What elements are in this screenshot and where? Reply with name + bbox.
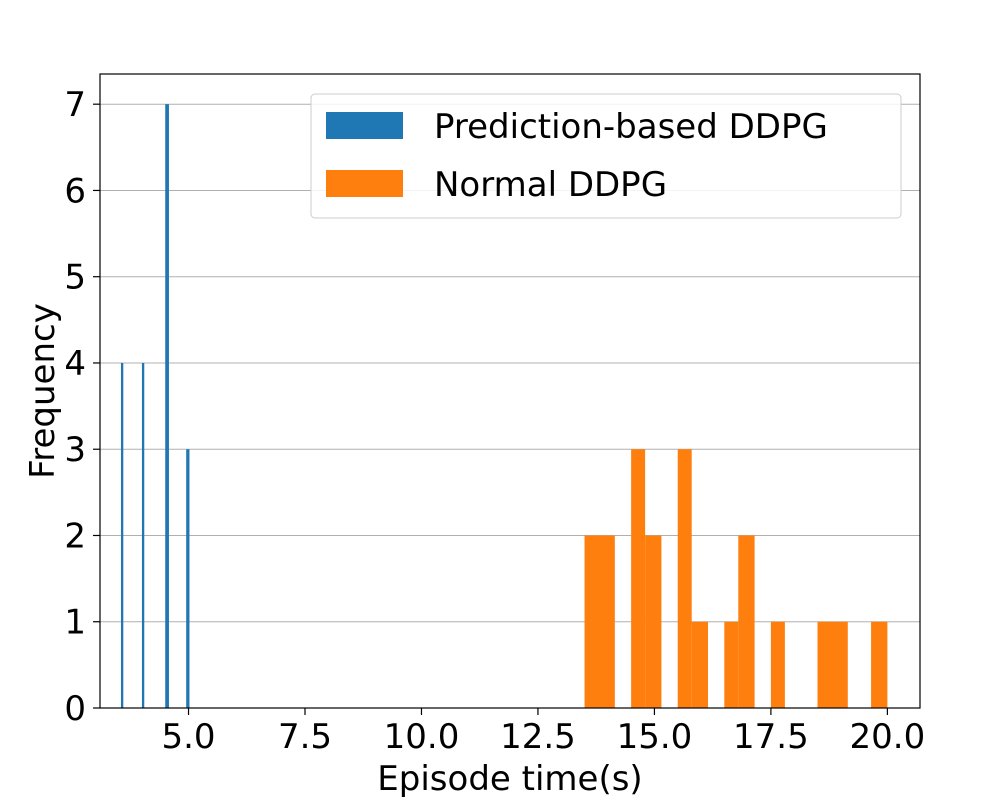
x-tick-label-6: 20.0 bbox=[850, 717, 926, 757]
bar-series1-4 bbox=[691, 621, 709, 708]
bar-series0-3 bbox=[186, 449, 190, 708]
legend-swatch-prediction-based-ddpg bbox=[326, 112, 403, 139]
x-tick-label-1: 7.5 bbox=[278, 717, 332, 757]
y-axis-label: Frequency bbox=[23, 303, 63, 479]
bar-series1-2 bbox=[645, 535, 662, 708]
bar-series1-3 bbox=[677, 449, 692, 708]
bar-series1-7 bbox=[770, 621, 785, 708]
y-tick-label-2: 2 bbox=[64, 516, 86, 556]
legend: Prediction-based DDPG Normal DDPG bbox=[310, 93, 902, 219]
bar-series1-8 bbox=[817, 621, 848, 708]
y-tick-label-1: 1 bbox=[64, 603, 86, 643]
legend-entry-normal-ddpg: Normal DDPG bbox=[434, 165, 667, 205]
x-tick-label-4: 15.0 bbox=[617, 717, 693, 757]
bar-series0-0 bbox=[120, 362, 124, 708]
x-tick-label-5: 17.5 bbox=[733, 717, 809, 757]
y-tick-label-3: 3 bbox=[64, 430, 86, 470]
y-tick-label-4: 4 bbox=[64, 344, 86, 384]
axis-ticks: 5.0 7.5 10.0 12.5 15.0 17.5 20.0 0 1 2 3 4 5 6 7 bbox=[64, 85, 925, 757]
bar-series0-1 bbox=[141, 362, 145, 708]
bar-series1-6 bbox=[738, 535, 755, 708]
y-tick-label-6: 6 bbox=[64, 171, 86, 211]
y-tick-label-7: 7 bbox=[64, 85, 86, 125]
y-tick-label-0: 0 bbox=[64, 689, 86, 729]
x-tick-label-3: 12.5 bbox=[500, 717, 576, 757]
bars bbox=[120, 104, 888, 708]
bar-series1-1 bbox=[631, 449, 646, 708]
legend-box bbox=[310, 93, 902, 219]
x-tick-label-2: 10.0 bbox=[384, 717, 460, 757]
bar-series1-9 bbox=[871, 621, 888, 708]
bar-series1-0 bbox=[584, 535, 615, 708]
legend-swatch-normal-ddpg bbox=[326, 170, 403, 197]
gridlines bbox=[100, 103, 920, 709]
x-tick-label-0: 5.0 bbox=[161, 717, 215, 757]
bar-series1-5 bbox=[724, 621, 739, 708]
plot-frame bbox=[99, 73, 921, 709]
bar-series0-2 bbox=[165, 104, 169, 708]
legend-entry-prediction-based-ddpg: Prediction-based DDPG bbox=[434, 107, 828, 147]
y-tick-label-5: 5 bbox=[64, 258, 86, 298]
x-axis-label: Episode time(s) bbox=[377, 759, 642, 799]
